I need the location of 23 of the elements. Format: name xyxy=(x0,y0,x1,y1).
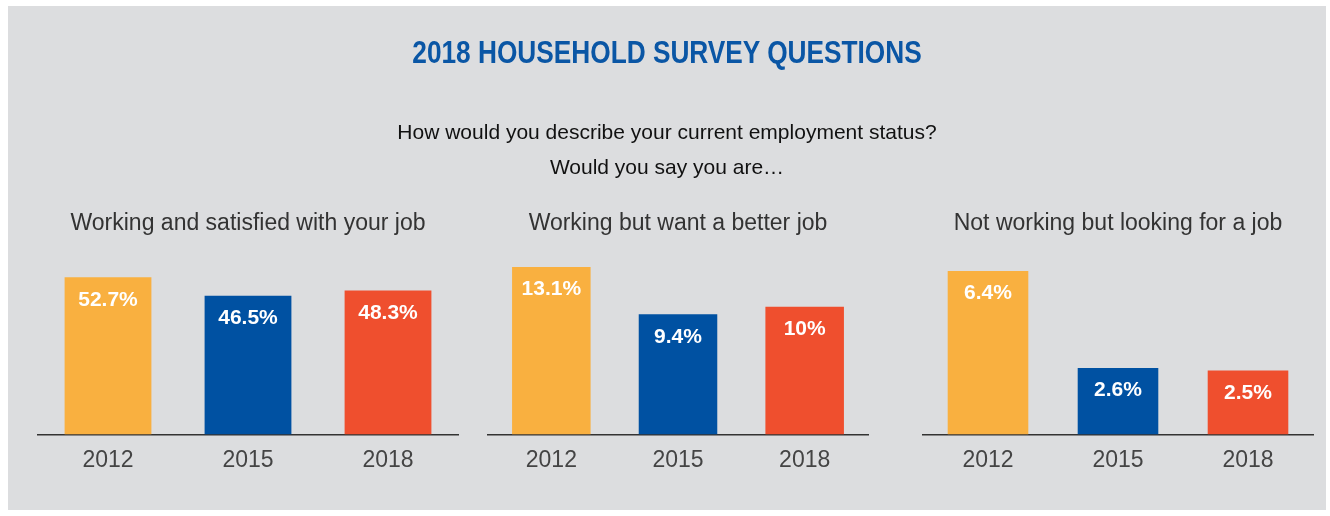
x-tick-label: 2018 xyxy=(362,445,414,472)
x-tick-label: 2015 xyxy=(222,445,274,472)
chart-title: Working but want a better job xyxy=(528,209,828,236)
x-tick-label: 2012 xyxy=(525,445,577,472)
x-tick-label: 2012 xyxy=(82,445,134,472)
data-label: 13.1% xyxy=(521,276,582,300)
data-label: 2.5% xyxy=(1224,379,1273,403)
chart-title: Working and satisfied with your job xyxy=(70,209,426,236)
x-tick-label: 2018 xyxy=(779,445,831,472)
data-label: 52.7% xyxy=(78,286,139,310)
data-label: 6.4% xyxy=(964,280,1013,304)
data-label: 10% xyxy=(783,315,827,339)
text: 2018 HOUSEHOLD SURVEY QUESTIONS xyxy=(411,34,923,71)
data-label: 46.5% xyxy=(218,305,279,329)
x-tick-label: 2015 xyxy=(652,445,704,472)
data-label: 9.4% xyxy=(654,323,703,347)
text: How would you describe your current employment status? Would you say you are… xyxy=(396,119,938,180)
chart-title: Not working but looking for a job xyxy=(953,209,1283,236)
data-label: 2.6% xyxy=(1094,377,1143,401)
x-tick-label: 2018 xyxy=(1222,445,1274,472)
x-tick-label: 2015 xyxy=(1092,445,1144,472)
data-label: 48.3% xyxy=(358,299,419,323)
x-tick-label: 2012 xyxy=(962,445,1014,472)
